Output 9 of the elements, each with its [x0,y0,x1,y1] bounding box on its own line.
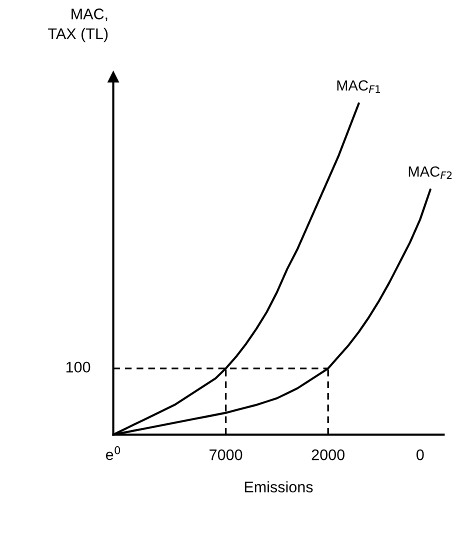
text: 100 [66,362,90,373]
x-tick-label: 0 [416,449,424,460]
x-tick-label: 7000 [210,449,242,460]
series-label: MAC$_{F1}$ [337,80,380,93]
y-axis-title: MAC, TAX (TL) [48,8,108,42]
x-tick-label: 2000 [312,449,344,460]
series-label: MAC$_{F2}$ [408,166,452,179]
x-tick-label: e$^{0}$ [106,446,120,460]
x-axis-title: Emissions [244,481,313,492]
